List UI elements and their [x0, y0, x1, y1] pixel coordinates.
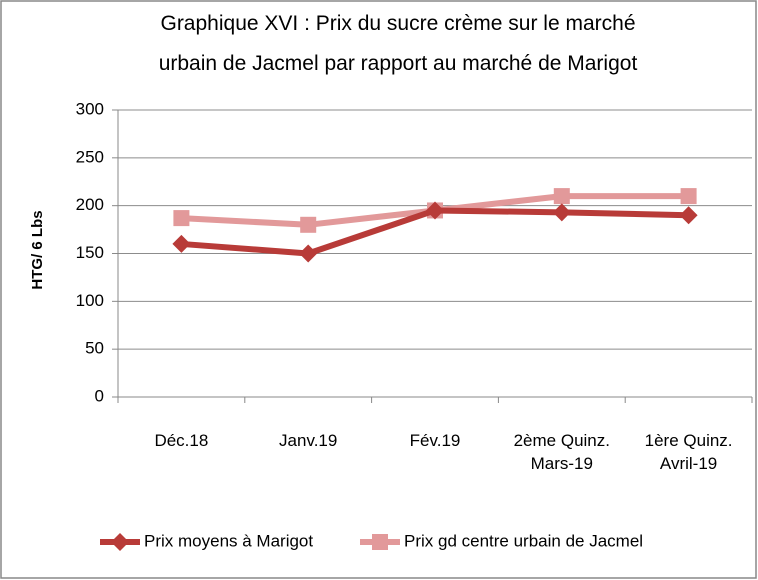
chart-title: Graphique XVI : Prix du sucre crème sur …: [160, 12, 635, 35]
data-point: [679, 206, 698, 225]
y-tick-label: 50: [85, 339, 104, 358]
x-tick-label: 2ème Quinz. Mars-19: [514, 431, 610, 473]
data-point: [552, 203, 571, 222]
data-point: [173, 210, 190, 227]
y-tick-label: 250: [76, 147, 104, 166]
x-tick-label: Janv.19: [279, 431, 337, 450]
chart-title: urbain de Jacmel par rapport au marché d…: [159, 52, 638, 75]
y-tick-label: 150: [76, 243, 104, 262]
data-point: [426, 201, 444, 220]
data-point: [300, 216, 317, 233]
y-tick-label: 100: [76, 291, 104, 310]
legend-label: Prix moyens à Marigot: [144, 531, 313, 550]
x-tick-label: 1ère Quinz. Avril-19: [645, 431, 733, 473]
data-point: [553, 188, 570, 205]
legend-marker: [372, 534, 388, 550]
data-point: [680, 188, 697, 205]
y-tick-label: 200: [76, 195, 104, 214]
y-axis-title: HTG/ 6 Lbs: [29, 210, 46, 289]
legend-label: Prix gd centre urbain de Jacmel: [404, 531, 643, 550]
legend-marker: [111, 533, 129, 551]
x-tick-label: Déc.18: [154, 431, 208, 450]
legend-item: Prix moyens à Marigot: [100, 531, 313, 551]
y-tick-label: 0: [95, 386, 104, 405]
legend-item: Prix gd centre urbain de Jacmel: [360, 531, 643, 550]
data-point: [299, 244, 318, 263]
y-tick-label: 300: [76, 99, 104, 118]
x-tick-label: Fév.19: [410, 431, 461, 450]
data-point: [172, 234, 191, 253]
